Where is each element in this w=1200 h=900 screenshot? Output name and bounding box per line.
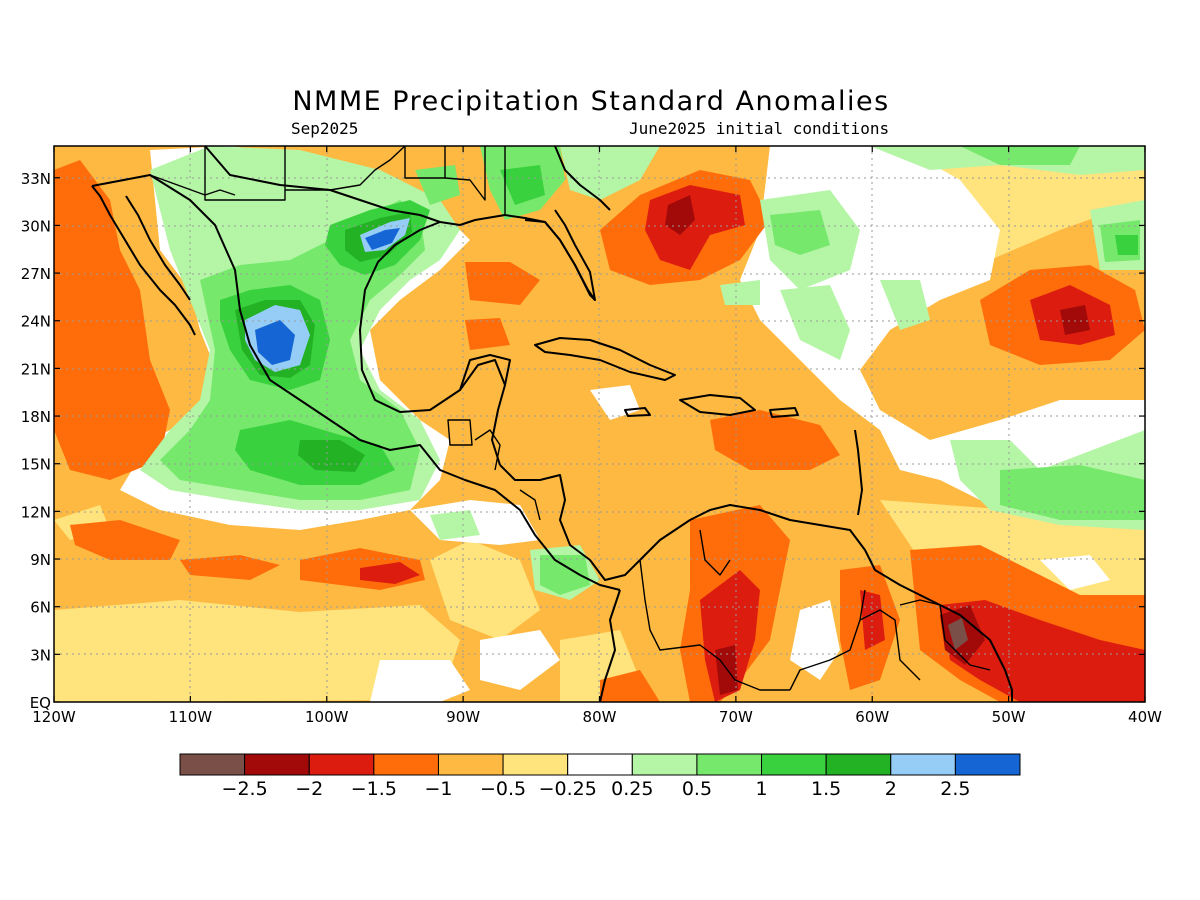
colorbar-label: −2 xyxy=(295,778,323,800)
colorbar-label: 2 xyxy=(885,778,897,800)
colorbar-legend: −2.5 −2 −1.5 −1 −0.5 −0.25 0.25 0.5 1 1.5 2 2.5 xyxy=(179,753,1021,800)
lon-tick-label: 90W xyxy=(446,708,480,726)
lat-tick-label: 27N xyxy=(21,265,51,283)
colorbar-swatch xyxy=(825,753,892,776)
colorbar-swatch xyxy=(308,753,375,776)
lat-tick-label: 18N xyxy=(21,408,51,426)
lon-tick-label: 40W xyxy=(1128,708,1162,726)
lon-tick-label: 100W xyxy=(305,708,349,726)
lat-tick-label: 9N xyxy=(30,551,51,569)
colorbar-swatch xyxy=(696,753,763,776)
anomaly-extreme-dry-area xyxy=(948,618,968,650)
lat-tick-label: 33N xyxy=(21,170,51,188)
political-borders xyxy=(91,146,991,691)
colorbar-label: −1 xyxy=(424,778,452,800)
lat-tick-label: 21N xyxy=(21,360,51,378)
initial-conditions: June2025 initial conditions xyxy=(629,119,889,138)
lon-tick-label: 120W xyxy=(32,708,76,726)
graticule xyxy=(54,146,1145,702)
coastlines xyxy=(91,146,1013,702)
lat-tick-label: 15N xyxy=(21,456,51,474)
lat-tick-label: EQ xyxy=(30,694,51,712)
lat-tick-label: 12N xyxy=(21,503,51,521)
colorbar-label: 0.25 xyxy=(611,778,653,800)
lon-tick-label: 70W xyxy=(719,708,753,726)
forecast-month: Sep2025 xyxy=(291,119,358,138)
latitude-axis: EQ 3N 6N 9N 12N 15N 18N 21N 24N 27N 30N 33N xyxy=(21,170,1145,712)
anomaly-max-wet-area-2 xyxy=(365,228,400,250)
colorbar-swatch xyxy=(631,753,698,776)
colorbar-label: 1.5 xyxy=(811,778,841,800)
colorbar-label: −0.5 xyxy=(480,778,526,800)
anomaly-max-wet-area xyxy=(255,320,295,365)
colorbar-swatch xyxy=(954,753,1021,776)
map-title: NMME Precipitation Standard Anomalies xyxy=(292,86,889,117)
lat-tick-label: 30N xyxy=(21,217,51,235)
lat-tick-label: 6N xyxy=(30,599,51,617)
lon-tick-label: 110W xyxy=(169,708,213,726)
colorbar-label: −1.5 xyxy=(351,778,397,800)
colorbar-swatch xyxy=(244,753,310,776)
colorbar-label: 2.5 xyxy=(940,778,970,800)
lon-tick-label: 60W xyxy=(855,708,889,726)
colorbar-swatch xyxy=(567,753,633,776)
anomaly-severe-dry-areas xyxy=(665,195,1090,695)
lat-tick-label: 3N xyxy=(30,646,51,664)
colorbar-label: 1 xyxy=(755,778,767,800)
map-panel xyxy=(54,146,1145,702)
colorbar-label: −2.5 xyxy=(222,778,268,800)
lon-tick-label: 50W xyxy=(992,708,1026,726)
lat-tick-label: 24N xyxy=(21,313,51,331)
colorbar-label: 0.5 xyxy=(682,778,712,800)
colorbar-swatch xyxy=(437,753,504,776)
colorbar-swatch xyxy=(502,753,569,776)
colorbar-label: −0.25 xyxy=(539,778,597,800)
colorbar-swatch xyxy=(179,753,246,776)
colorbar-swatch xyxy=(761,753,827,776)
colorbar-swatch xyxy=(890,753,956,776)
longitude-axis: 120W 110W 100W 90W 80W 70W 60W 50W 40W xyxy=(32,146,1162,726)
lon-tick-label: 80W xyxy=(583,708,617,726)
colorbar-swatch xyxy=(373,753,439,776)
